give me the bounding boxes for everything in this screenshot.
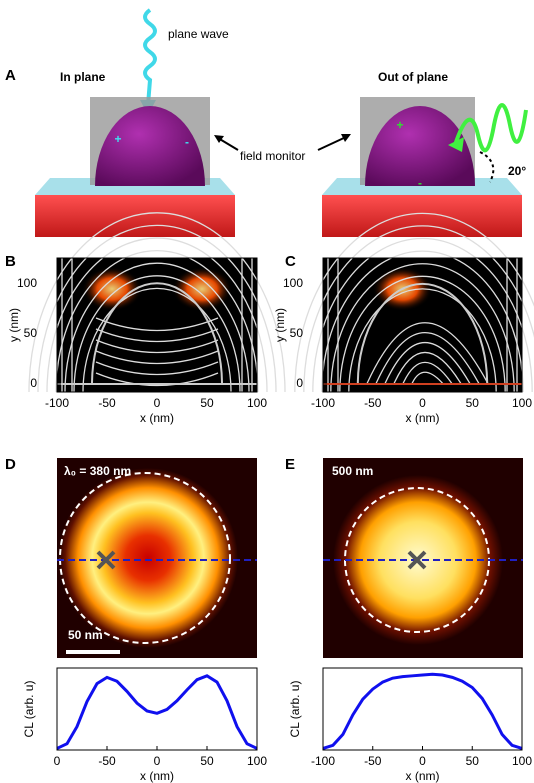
scale-bar-label: 50 nm (68, 628, 103, 642)
y-tick-label: 50 (24, 326, 38, 340)
x-tick-label: 100 (247, 396, 267, 410)
panel-label: D (5, 456, 16, 473)
sample-right (322, 97, 522, 237)
wave (145, 10, 155, 105)
x-tick-label: 0 (54, 754, 61, 768)
panel-label: A (5, 67, 16, 84)
x-tick-label: 50 (466, 396, 480, 410)
y-axis-label: CL (arb. u) (22, 681, 36, 738)
charge-minus: - (185, 135, 189, 149)
x-tick-label: -100 (311, 396, 335, 410)
angle-arc (480, 152, 493, 182)
x-tick-label: 0 (154, 754, 161, 768)
x-tick-label: -50 (98, 396, 116, 410)
y-axis-label: CL (arb. u) (288, 681, 302, 738)
x-tick-label: -50 (98, 754, 116, 768)
charge-plus: + (396, 118, 403, 132)
plane-wave-label: plane wave (168, 27, 229, 41)
charge-minus: - (418, 176, 422, 190)
x-tick-label: 0 (419, 754, 426, 768)
map-e (323, 458, 523, 658)
y-axis-label: y (nm) (7, 308, 21, 342)
x-tick-label: 100 (512, 754, 532, 768)
out-of-plane-title: Out of plane (378, 70, 448, 84)
x-tick-label: -100 (45, 396, 69, 410)
panel-label: E (285, 456, 295, 473)
x-tick-label: 50 (200, 754, 214, 768)
panel-label: C (285, 253, 296, 270)
x-tick-label: 50 (466, 754, 480, 768)
wavelength-label: 500 nm (332, 464, 373, 478)
arrow (318, 137, 346, 150)
figure: A In plane Out of plane plane wave + - f… (0, 0, 534, 783)
y-tick-label: 100 (17, 276, 37, 290)
x-tick-label: 100 (247, 754, 267, 768)
angle-label: 20° (508, 164, 526, 178)
y-axis-label: y (nm) (273, 308, 287, 342)
x-tick-label: -100 (311, 754, 335, 768)
x-tick-label: -50 (364, 754, 382, 768)
y-tick-label: 0 (30, 376, 37, 390)
x-axis-label: x (nm) (406, 769, 440, 783)
plot-frame (57, 668, 257, 750)
y-tick-label: 100 (283, 276, 303, 290)
field-monitor-label: field monitor (240, 149, 305, 163)
glow (172, 267, 232, 311)
y-tick-label: 0 (296, 376, 303, 390)
x-tick-label: 0 (154, 396, 161, 410)
plot-frame (323, 668, 522, 750)
y-tick-label: 50 (290, 326, 304, 340)
glow (82, 267, 142, 311)
in-plane-title: In plane (60, 70, 106, 84)
x-tick-label: -50 (364, 396, 382, 410)
charge-plus: + (114, 132, 121, 146)
x-tick-label: 100 (512, 396, 532, 410)
panel-label: B (5, 253, 16, 270)
x-axis-label: x (nm) (406, 411, 440, 425)
x-axis-label: x (nm) (140, 411, 174, 425)
x-tick-label: 0 (419, 396, 426, 410)
x-axis-label: x (nm) (140, 769, 174, 783)
x-tick-label: 50 (200, 396, 214, 410)
wavelength-label: λ₀ = 380 nm (64, 464, 131, 478)
